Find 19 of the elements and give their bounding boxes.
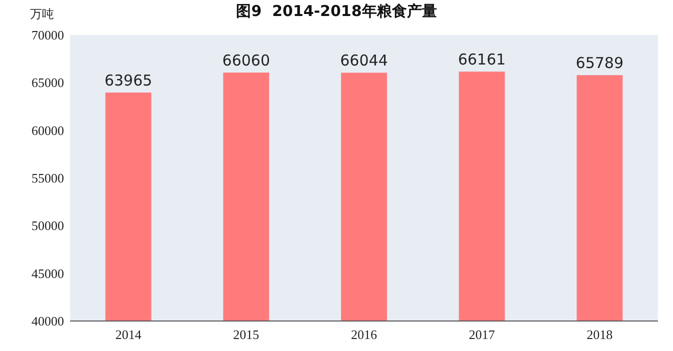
data-label: 66060 xyxy=(222,52,270,70)
x-tick-label: 2015 xyxy=(233,327,260,342)
x-tick-label: 2017 xyxy=(468,327,496,342)
data-label: 66044 xyxy=(340,52,388,70)
y-tick-label: 40000 xyxy=(32,314,64,329)
chart-title: 图9 2014-2018年粮食产量 xyxy=(236,2,437,20)
data-label: 66161 xyxy=(458,50,506,69)
y-tick-label: 70000 xyxy=(32,28,64,43)
y-tick-label: 45000 xyxy=(32,266,64,281)
y-axis-title: 万吨 xyxy=(30,7,54,21)
x-tick-label: 2018 xyxy=(586,327,613,342)
y-tick-label: 55000 xyxy=(32,170,64,186)
x-tick-label: 2016 xyxy=(351,327,378,342)
data-label: 63965 xyxy=(104,72,152,90)
data-label: 65789 xyxy=(576,54,624,72)
x-tick-label: 2014 xyxy=(115,327,142,342)
y-tick-label: 65000 xyxy=(32,75,64,90)
y-tick-label: 50000 xyxy=(32,218,64,234)
y-tick-label: 60000 xyxy=(32,122,64,138)
